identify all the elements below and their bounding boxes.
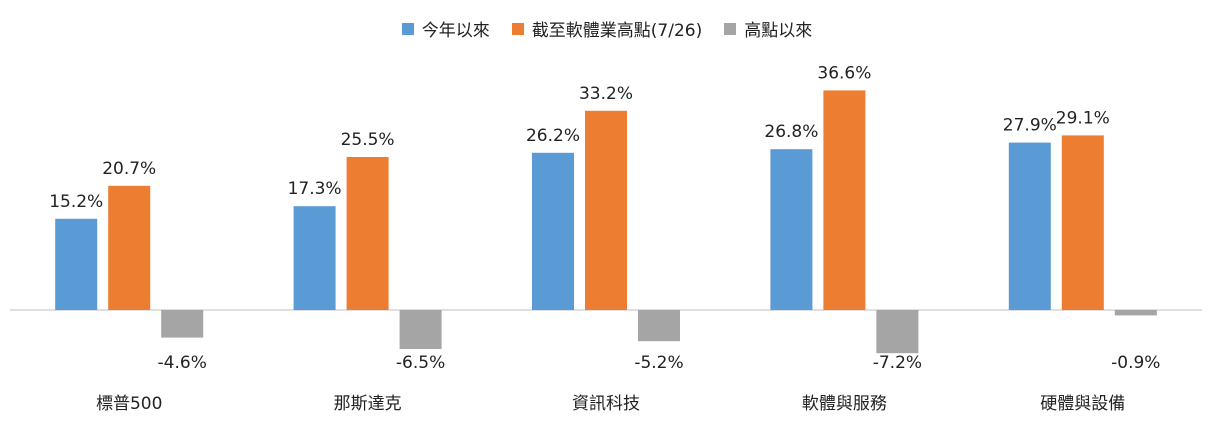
data-label: -7.2% — [873, 353, 922, 373]
data-label: 36.6% — [817, 63, 871, 83]
legend-swatch-since-peak — [724, 22, 737, 35]
category-label: 硬體與設備 — [1040, 394, 1125, 414]
bar — [293, 206, 336, 310]
bar — [161, 310, 204, 338]
data-label: -5.2% — [634, 353, 683, 373]
data-label: -0.9% — [1111, 353, 1160, 373]
bar — [1008, 142, 1051, 310]
legend-swatch-ytd — [401, 22, 414, 35]
bar — [770, 149, 813, 310]
data-label: 26.8% — [764, 122, 818, 142]
data-label: -6.5% — [396, 353, 445, 373]
data-label: 33.2% — [579, 84, 633, 104]
bar — [823, 90, 866, 311]
data-label: 20.7% — [102, 159, 156, 179]
category-label: 那斯達克 — [334, 394, 402, 414]
bar — [346, 157, 389, 310]
bar — [108, 185, 151, 310]
data-label: 29.1% — [1056, 108, 1110, 128]
bar — [876, 310, 919, 354]
legend-label-ytd: 今年以來 — [421, 21, 490, 41]
bar — [1061, 135, 1104, 310]
legend-label-since-peak: 高點以來 — [744, 21, 813, 41]
bar — [1114, 310, 1157, 316]
bar — [585, 110, 627, 310]
data-label: -4.6% — [158, 353, 207, 373]
data-label: 17.3% — [288, 179, 342, 199]
bar — [399, 310, 442, 349]
legend-item-ytd: 今年以來 — [401, 16, 490, 41]
legend-item-since-peak: 高點以來 — [724, 16, 812, 41]
bar — [55, 218, 98, 310]
legend-item-to-peak: 截至軟體業高點(7/26) — [511, 16, 703, 41]
bar — [532, 152, 574, 310]
legend-swatch-to-peak — [511, 22, 524, 35]
category-label: 軟體與服務 — [802, 394, 887, 414]
bar — [638, 310, 680, 342]
data-label: 26.2% — [526, 126, 580, 146]
data-label: 15.2% — [49, 192, 103, 212]
legend-label-to-peak: 截至軟體業高點(7/26) — [531, 21, 703, 41]
data-label: 25.5% — [341, 130, 395, 150]
data-label: 27.9% — [1003, 116, 1057, 136]
category-label: 標普500 — [96, 394, 162, 414]
category-label: 資訊科技 — [572, 394, 640, 414]
legend: 今年以來 截至軟體業高點(7/26) 高點以來 — [0, 16, 1214, 41]
